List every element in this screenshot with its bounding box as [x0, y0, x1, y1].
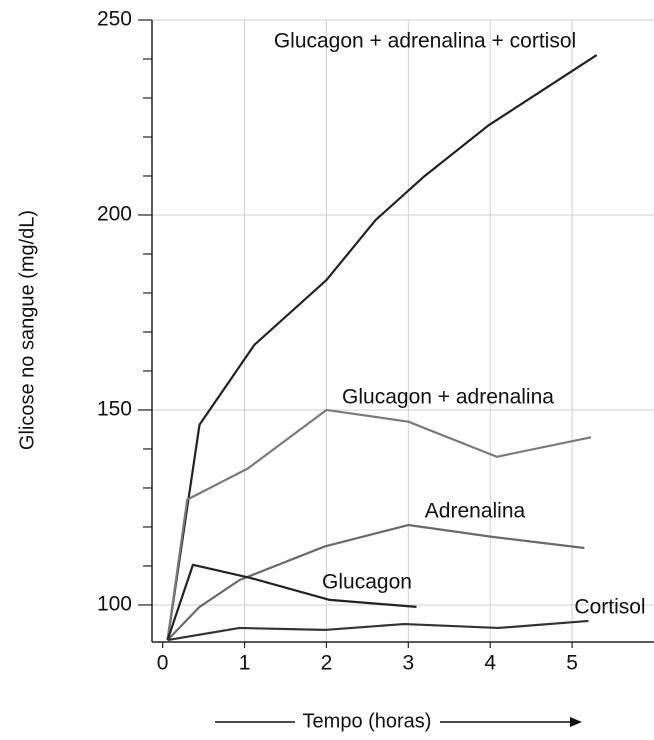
y-tick-label: 150: [97, 398, 132, 421]
series-label: Cortisol: [574, 596, 645, 619]
series-label: Glucagon + adrenalina + cortisol: [274, 30, 576, 53]
series-label: Adrenalina: [425, 500, 526, 523]
series-line: [167, 619, 589, 642]
x-tick-label: 4: [484, 652, 496, 675]
series-label: Glucagon + adrenalina: [342, 386, 554, 409]
y-tick-label: 250: [97, 8, 132, 31]
x-label-arrows: [215, 717, 582, 727]
series-label: Glucagon: [322, 571, 412, 594]
x-tick-label: 3: [402, 652, 414, 675]
x-axis-label: Tempo (horas): [303, 710, 432, 732]
x-tick-label: 2: [321, 652, 333, 675]
y-axis-label: Glicose no sangue (mg/dL): [16, 210, 38, 450]
x-tick-label: 5: [566, 652, 578, 675]
y-tick-label: 100: [97, 592, 132, 615]
x-tick-label: 0: [157, 652, 169, 675]
series-line: [166, 563, 417, 641]
y-tick-label: 200: [97, 203, 132, 226]
x-tick-label: 1: [239, 652, 251, 675]
series-line: [166, 408, 592, 641]
series-line: [166, 523, 585, 641]
series-line: [166, 54, 598, 641]
